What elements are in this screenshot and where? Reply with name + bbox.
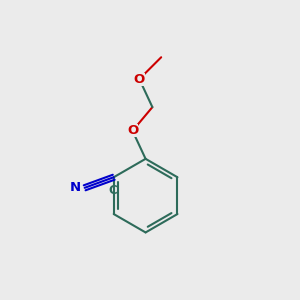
Text: O: O xyxy=(134,73,145,85)
Text: N: N xyxy=(70,181,81,194)
Text: C: C xyxy=(109,184,117,197)
Text: O: O xyxy=(127,124,138,137)
